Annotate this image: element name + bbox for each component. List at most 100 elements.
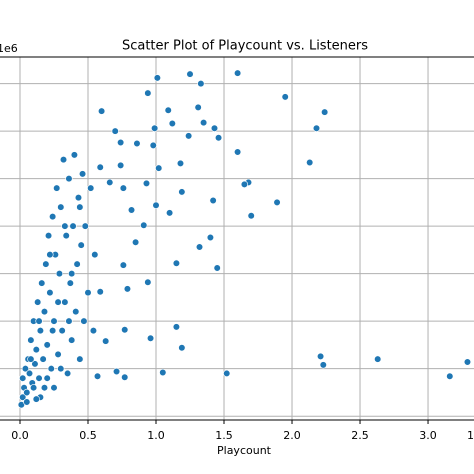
point	[55, 270, 64, 278]
point	[206, 233, 215, 242]
point	[319, 361, 327, 369]
point	[54, 298, 62, 306]
y-offset-label: 1e6	[0, 42, 18, 55]
point	[81, 222, 89, 230]
point	[316, 352, 325, 360]
point	[121, 326, 129, 334]
point	[240, 180, 249, 188]
point	[144, 278, 152, 286]
point	[77, 241, 85, 249]
point	[102, 337, 110, 345]
point	[223, 369, 231, 378]
point	[210, 124, 219, 132]
point	[73, 260, 81, 268]
point	[35, 374, 43, 382]
point	[155, 164, 163, 172]
point	[38, 279, 46, 287]
point	[23, 398, 31, 406]
point	[197, 80, 205, 88]
point	[68, 270, 76, 278]
point	[117, 138, 125, 147]
point	[281, 93, 289, 101]
point	[40, 308, 49, 316]
point	[61, 222, 69, 230]
point	[178, 188, 186, 196]
point	[374, 355, 382, 363]
point	[35, 317, 43, 325]
chart-title: Scatter Plot of Playcount vs. Listeners	[122, 39, 368, 54]
point	[200, 118, 208, 127]
x-tick-label: 2.5	[351, 429, 369, 442]
point	[146, 334, 155, 342]
point	[76, 355, 84, 363]
point	[176, 159, 185, 168]
point	[47, 365, 55, 373]
point	[43, 374, 51, 382]
point	[172, 259, 181, 267]
point	[234, 69, 242, 77]
point	[40, 384, 49, 392]
point	[61, 298, 69, 306]
point	[84, 289, 92, 297]
point	[112, 367, 121, 376]
point	[27, 336, 35, 344]
point	[119, 261, 127, 269]
point	[70, 151, 78, 159]
point	[186, 70, 194, 78]
point	[153, 74, 161, 82]
point	[62, 232, 70, 240]
point	[65, 317, 73, 325]
point	[273, 198, 281, 206]
point	[27, 355, 35, 363]
point	[43, 341, 51, 349]
point	[166, 209, 174, 217]
point	[234, 148, 242, 156]
point	[185, 132, 193, 140]
point	[121, 373, 129, 381]
point	[140, 221, 148, 229]
point	[106, 178, 114, 187]
point	[178, 344, 186, 352]
point	[34, 298, 42, 306]
point	[149, 141, 157, 149]
point	[123, 285, 132, 293]
point	[57, 203, 65, 211]
point	[46, 251, 54, 259]
point	[66, 279, 74, 287]
point	[306, 158, 314, 167]
plot-frame	[0, 56, 474, 421]
point	[68, 336, 76, 344]
point	[91, 251, 99, 259]
point	[50, 384, 58, 392]
point	[312, 124, 321, 132]
point	[23, 388, 31, 397]
point	[69, 222, 77, 230]
point	[144, 89, 152, 97]
point	[29, 384, 38, 392]
x-tick-label: 1.0	[147, 429, 165, 442]
point	[159, 368, 167, 377]
point	[65, 175, 73, 183]
point	[78, 170, 87, 178]
point	[96, 288, 104, 296]
point	[152, 201, 160, 209]
point	[151, 124, 159, 132]
x-tick-label: 1.5	[215, 429, 233, 442]
point	[19, 393, 27, 401]
point	[36, 327, 44, 335]
point	[127, 206, 136, 214]
point	[209, 196, 217, 205]
point	[49, 327, 57, 335]
point	[111, 127, 119, 135]
point	[57, 365, 65, 373]
point	[172, 323, 181, 331]
point	[195, 243, 204, 251]
point	[21, 365, 30, 373]
point	[59, 156, 68, 164]
point	[25, 369, 34, 378]
x-tick-label: 0.0	[11, 429, 29, 442]
point	[46, 289, 54, 297]
x-axis-label: Playcount	[217, 444, 272, 457]
point	[93, 372, 102, 380]
